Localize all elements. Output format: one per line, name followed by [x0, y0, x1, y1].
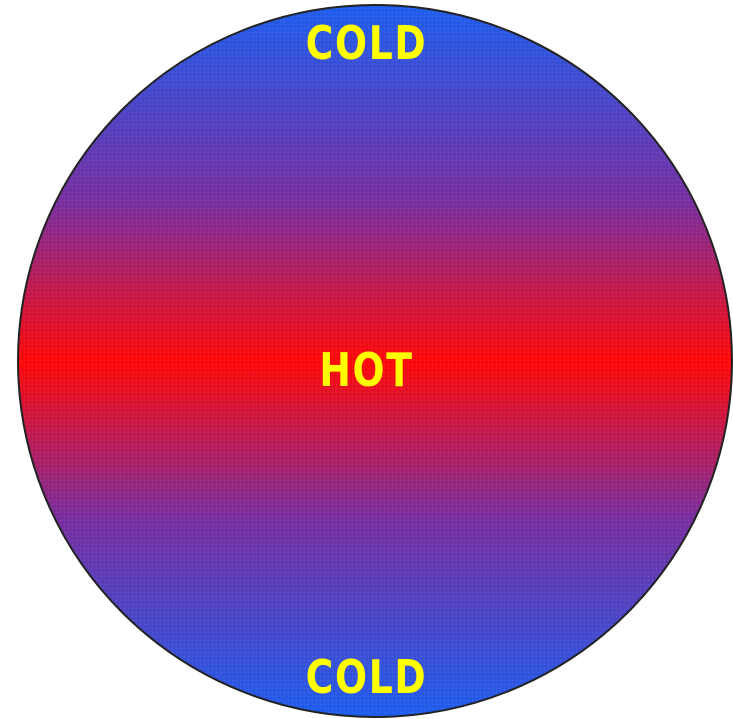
globe-dither	[18, 5, 732, 717]
globe-outline	[17, 4, 733, 718]
